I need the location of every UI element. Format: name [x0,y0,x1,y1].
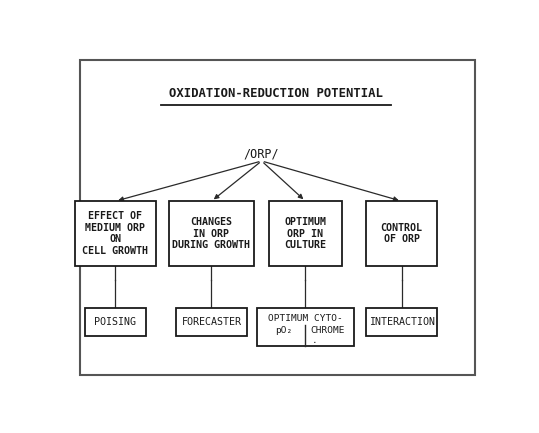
Text: FORECASTER: FORECASTER [182,317,241,327]
Text: CONTROL
OF ORP: CONTROL OF ORP [381,223,423,245]
Text: INTERACTION: INTERACTION [369,317,434,327]
Bar [75,201,156,266]
Bar [258,308,354,346]
Text: pO₂: pO₂ [275,326,292,335]
Bar [85,308,146,336]
Text: POISING: POISING [94,317,136,327]
Bar [169,201,254,266]
Bar [366,308,437,336]
Text: EFFECT OF
MEDIUM ORP
ON
CELL GROWTH: EFFECT OF MEDIUM ORP ON CELL GROWTH [82,211,148,256]
Text: OPTIMUM CYTO-: OPTIMUM CYTO- [268,314,343,323]
Text: .: . [312,336,318,345]
Bar [269,201,342,266]
Bar [176,308,247,336]
Text: OXIDATION-REDUCTION POTENTIAL: OXIDATION-REDUCTION POTENTIAL [169,87,383,100]
Text: CHROME: CHROME [310,326,345,335]
Text: /ORP/: /ORP/ [244,147,279,160]
Text: CHANGES
IN ORP
DURING GROWTH: CHANGES IN ORP DURING GROWTH [172,217,251,250]
Text: OPTIMUM
ORP IN
CULTURE: OPTIMUM ORP IN CULTURE [285,217,327,250]
Bar [366,201,437,266]
